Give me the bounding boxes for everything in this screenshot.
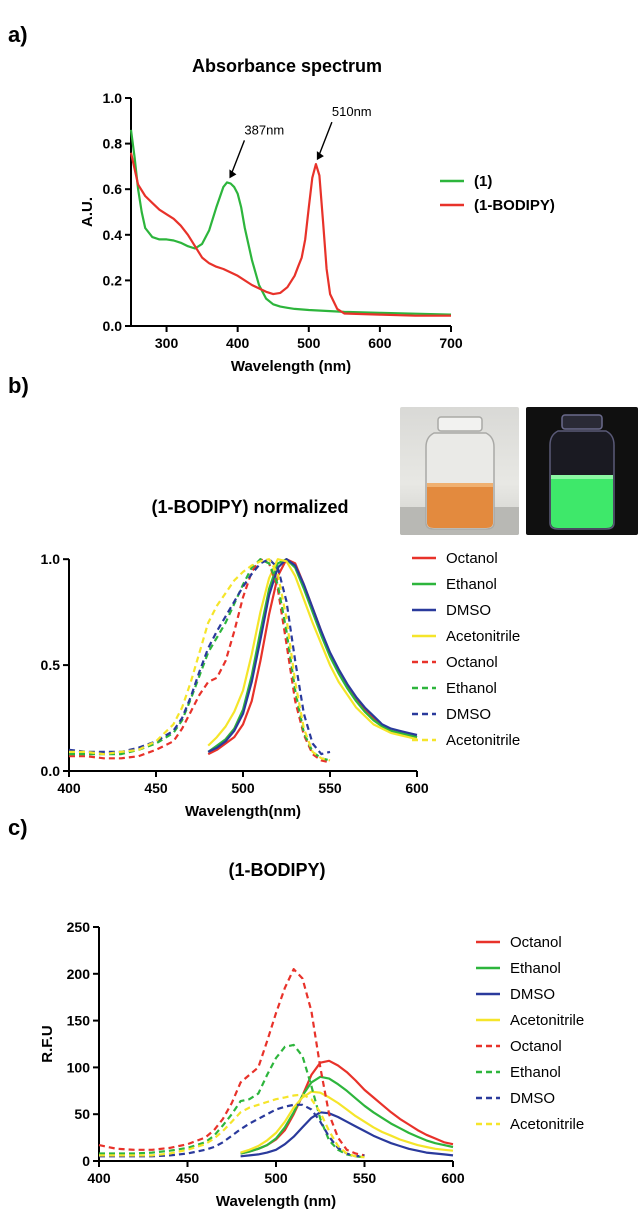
chart-a-annotation-label: 387nm	[244, 122, 284, 137]
chart-a: 300 400 500 600 700 0.0 0.2 0.4 0.6 0.8 1.0 Wavelen…	[79, 90, 555, 375]
chart-a-legend-label: (1-BODIPY)	[474, 197, 555, 214]
chart-b-x-axis-title: Wavelength(nm)	[185, 803, 301, 820]
chart-a-series--1--solid-line	[129, 129, 452, 316]
vial-photo-uv	[526, 407, 638, 535]
chart-c-y-tick-label: 200	[67, 966, 91, 982]
chart-a-arrow-head	[229, 169, 237, 179]
chart-c-series-octanol-dashed-line	[98, 967, 365, 1157]
chart-a-x-tick-label: 500	[297, 335, 321, 351]
chart-b-y-tick-label: 0.5	[41, 657, 61, 673]
chart-c-y-tick-label: 150	[67, 1013, 91, 1029]
panel-c-label: c)	[8, 815, 28, 840]
chart-a-y-tick-label: 0.2	[103, 272, 123, 288]
chart-c-y-tick-label: 100	[67, 1059, 91, 1075]
chart-a-annotation-arrow	[229, 140, 246, 177]
chart-b-y-tick-label: 1.0	[41, 551, 61, 567]
chart-c-legend-label: DMSO	[510, 986, 555, 1003]
chart-c-y-tick-label: 50	[74, 1106, 90, 1122]
chart-c-series-octanol-solid-line	[240, 1059, 454, 1155]
chart-c-y-tick-label: 250	[67, 919, 91, 935]
chart-c-series-dmso-solid-line	[240, 1111, 454, 1158]
chart-a-y-tick-label: 0.8	[103, 136, 123, 152]
chart-b-legend-label: Ethanol	[446, 576, 497, 593]
chart-a-annotation-arrow	[317, 121, 333, 159]
chart-b: 400 450 500 550 600 0.0 0.5 1.0 Wavelength(nm) Oc…	[41, 550, 521, 820]
chart-c-x-tick-label: 600	[441, 1170, 465, 1186]
chart-c-legend-label: DMSO	[510, 1090, 555, 1107]
chart-a-x-tick-label: 300	[155, 335, 179, 351]
chart-c-series-acetonitrile-solid-line	[240, 1090, 454, 1154]
chart-c-x-tick-label: 450	[176, 1170, 200, 1186]
chart-c-legend-label: Octanol	[510, 1038, 562, 1055]
chart-b-series-ethanol-solid-line	[207, 558, 418, 753]
chart-a-title: Absorbance spectrum	[191, 56, 383, 76]
chart-a-x-tick-label: 400	[226, 335, 250, 351]
chart-b-x-tick-label: 600	[405, 780, 429, 796]
chart-c-legend-label: Ethanol	[510, 960, 561, 977]
chart-b-x-tick-label: 450	[144, 780, 168, 796]
chart-b-legend-label: DMSO	[446, 706, 491, 723]
chart-c-x-tick-label: 500	[264, 1170, 288, 1186]
chart-c-series-acetonitrile-dashed-line	[99, 1093, 365, 1159]
chart-b-legend-label: Acetonitrile	[446, 628, 520, 645]
chart-b-series-dmso-dashed-line	[68, 558, 331, 756]
chart-b-series-acetonitrile-solid-line	[207, 558, 418, 747]
chart-b-legend-label: Octanol	[446, 550, 498, 567]
chart-b-series-acetonitrile-dashed-line	[69, 558, 331, 762]
chart-c-title: (1-BODIPY)	[228, 860, 326, 880]
chart-a-arrow-head	[316, 151, 324, 161]
chart-b-x-tick-label: 400	[57, 780, 81, 796]
vial-ambient-icon	[400, 416, 519, 535]
panel-a-label: a)	[8, 22, 28, 47]
chart-c-series-ethanol-dashed-line	[99, 1043, 365, 1159]
chart-a-y-tick-label: 0.0	[103, 318, 123, 334]
chart-b-legend-label: DMSO	[446, 602, 491, 619]
chart-c-x-tick-label: 400	[87, 1170, 111, 1186]
chart-a-y-tick-label: 1.0	[103, 90, 123, 106]
chart-c-legend-label: Acetonitrile	[510, 1116, 584, 1133]
chart-a-legend-label: (1)	[474, 173, 492, 190]
chart-a-y-tick-label: 0.6	[103, 181, 123, 197]
chart-a-y-axis-title: A.U.	[79, 197, 96, 227]
chart-a-x-tick-label: 600	[368, 335, 392, 351]
chart-a-x-tick-label: 700	[439, 335, 463, 351]
chart-b-legend-label: Ethanol	[446, 680, 497, 697]
chart-c-series-dmso-dashed-line	[99, 1103, 365, 1158]
chart-c-y-axis-title: R.F.U	[39, 1025, 56, 1063]
chart-b-x-tick-label: 500	[231, 780, 255, 796]
chart-c-x-axis-title: Wavelength (nm)	[216, 1193, 336, 1210]
panel-b-label: b)	[8, 373, 29, 398]
vial-photo-ambient	[400, 407, 519, 535]
chart-b-x-tick-label: 550	[318, 780, 342, 796]
chart-c-x-tick-label: 550	[353, 1170, 377, 1186]
chart-c-series-ethanol-solid-line	[240, 1075, 454, 1155]
chart-c-legend-label: Acetonitrile	[510, 1012, 584, 1029]
chart-b-y-tick-label: 0.0	[41, 763, 61, 779]
chart-a-y-tick-label: 0.4	[103, 227, 123, 243]
chart-c-legend-label: Octanol	[510, 934, 562, 951]
chart-b-series-dmso-solid-line	[207, 558, 418, 753]
chart-c-legend-label: Ethanol	[510, 1064, 561, 1081]
chart-c-y-tick-label: 0	[82, 1153, 90, 1169]
chart-b-legend-label: Acetonitrile	[446, 732, 520, 749]
chart-a-series--1-bodipy--solid-line	[129, 152, 451, 317]
chart-b-legend-label: Octanol	[446, 654, 498, 671]
chart-b-title: (1-BODIPY) normalized	[151, 497, 349, 517]
chart-b-series-octanol-dashed-line	[69, 558, 331, 764]
chart-a-x-axis-title: Wavelength (nm)	[231, 358, 351, 375]
vial-uv-icon	[549, 414, 615, 530]
chart-a-annotation-label: 510nm	[332, 104, 372, 119]
